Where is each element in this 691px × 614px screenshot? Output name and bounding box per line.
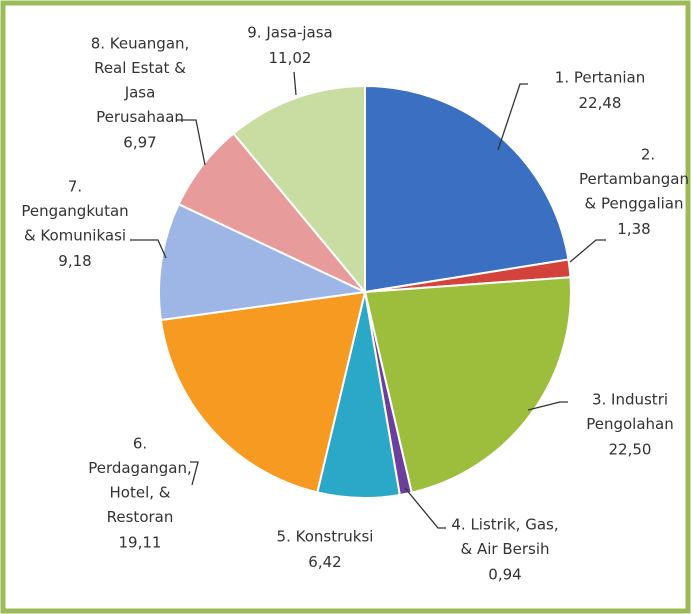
value-label: 22,50 [609,441,652,459]
value-label: 9,18 [58,252,91,270]
slice-label: & Penggalian [585,195,684,213]
slice-label: 6. [133,435,147,453]
value-label: 1,38 [617,220,650,238]
pie-slice [363,276,572,494]
leader-line [190,461,199,486]
slice-label: Real Estat & [94,59,186,77]
slice-label: 8. Keuangan, [91,35,190,53]
slice-label: 9. Jasa-jasa [247,24,332,42]
slice-label: 2. [641,146,655,164]
slice-label: 5. Konstruksi [277,528,374,546]
value-label: 11,02 [269,49,312,67]
slice-label: Perdagangan, [88,459,192,477]
slice-label: Hotel, & [110,484,171,502]
slice-label: Jasa [124,84,156,102]
slice-label: & Air Bersih [460,540,549,558]
pie-slice [364,84,570,294]
slice-label: 4. Listrik, Gas, [451,516,558,534]
slice-label: Perusahaan [96,108,184,126]
slice-label: Pertambangan [579,170,689,188]
slice-label: 3. Industri [592,391,668,409]
slice-label: & Komunikasi [24,227,126,245]
leader-line [569,239,606,263]
leader-line [293,71,297,96]
slice-label: Restoran [107,508,174,526]
slice-label: Pengolahan [586,415,674,433]
pie-slice [159,290,367,494]
leader-line [130,239,167,259]
leader-line [176,119,206,166]
pie-slice [158,202,369,322]
value-label: 6,42 [308,553,341,571]
value-label: 6,97 [123,134,156,152]
slice-label: 1. Pertanian [555,69,645,87]
leader-line [404,487,446,529]
value-label: 22,48 [579,94,622,112]
value-label: 0,94 [488,566,521,584]
pie [158,84,572,499]
leader-line [497,83,528,151]
value-label: 19,11 [119,534,162,552]
leader-line [527,401,568,411]
leader-lines [130,71,606,529]
slice-label: 7. [68,178,82,196]
pie-slice [232,84,366,295]
slice-label: Pengangkutan [21,202,128,220]
